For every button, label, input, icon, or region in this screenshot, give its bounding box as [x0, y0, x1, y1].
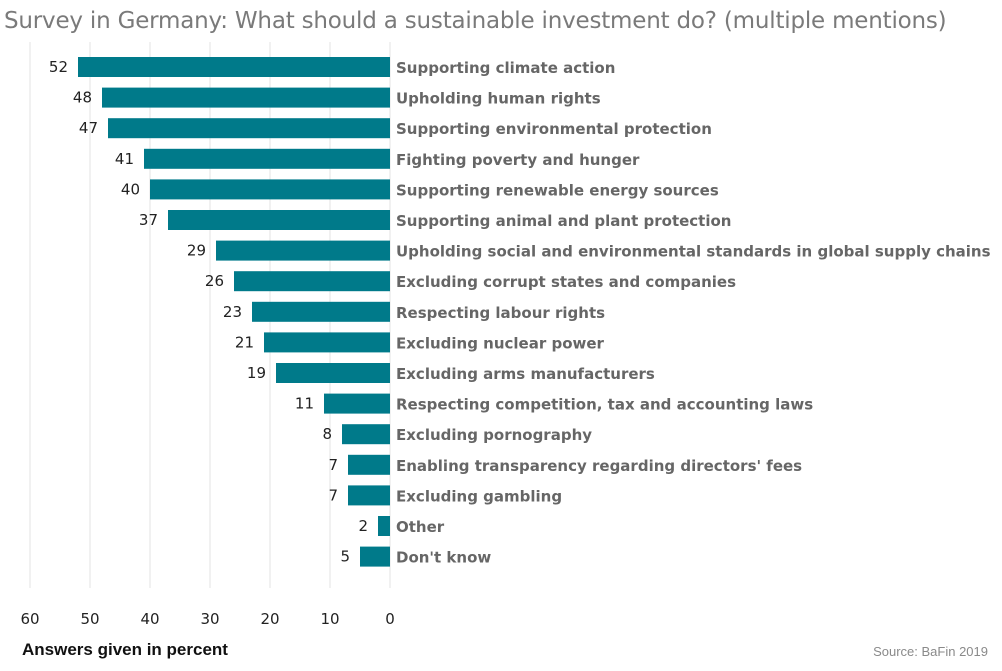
bar [234, 271, 390, 292]
category-label: Supporting environmental protection [396, 120, 712, 138]
x-axis-ticks: 60 50 40 30 20 10 0 [20, 610, 394, 628]
x-tick-label: 60 [20, 610, 39, 628]
value-label: 23 [223, 303, 242, 321]
bar [276, 363, 390, 383]
bar [342, 424, 390, 445]
bar [264, 332, 390, 353]
value-label: 41 [115, 150, 134, 168]
value-label: 29 [187, 242, 206, 260]
value-label: 47 [79, 119, 98, 137]
value-labels: 52 48 47 41 40 37 29 26 23 21 19 11 8 7 7 25 [49, 58, 368, 566]
value-label: 11 [295, 395, 314, 413]
source-note: Source: BaFin 2019 [873, 644, 988, 659]
category-label: Excluding corrupt states and companies [396, 273, 736, 291]
bar [216, 240, 390, 261]
category-label: Don't know [396, 549, 491, 567]
bar [252, 301, 390, 322]
value-label: 40 [121, 180, 140, 198]
x-tick-label: 40 [140, 610, 159, 628]
bar [168, 210, 390, 230]
category-label: Upholding social and environmental stand… [396, 243, 991, 261]
bar [360, 546, 390, 567]
category-label: Excluding arms manufacturers [396, 365, 655, 383]
value-label: 19 [247, 364, 266, 382]
value-label: 26 [205, 272, 224, 290]
bar [108, 118, 390, 139]
category-label: Respecting competition, tax and accounti… [396, 396, 813, 414]
category-label: Enabling transparency regarding director… [396, 457, 802, 475]
category-label: Excluding nuclear power [396, 334, 605, 352]
category-label: Supporting renewable energy sources [396, 181, 719, 199]
category-label: Excluding gambling [396, 487, 562, 505]
bar [150, 179, 390, 200]
bar [348, 454, 390, 475]
x-tick-label: 20 [260, 610, 279, 628]
value-label: 37 [139, 211, 158, 229]
value-label: 2 [358, 517, 368, 535]
x-axis-label: Answers given in percent [22, 640, 228, 659]
value-label: 21 [235, 333, 254, 351]
x-tick-label: 10 [320, 610, 339, 628]
bar [348, 485, 390, 506]
bar [78, 57, 390, 77]
x-tick-label: 0 [385, 610, 395, 628]
value-label: 7 [328, 486, 338, 504]
value-label: 5 [340, 548, 350, 566]
category-label: Excluding pornography [396, 426, 592, 444]
category-label: Upholding human rights [396, 90, 601, 108]
bar [144, 148, 390, 169]
bar [324, 393, 390, 414]
category-label: Supporting climate action [396, 59, 615, 77]
chart-title: Survey in Germany: What should a sustain… [4, 8, 947, 34]
bar [378, 516, 390, 536]
category-label: Respecting labour rights [396, 304, 605, 322]
bar [102, 87, 390, 108]
bars [78, 57, 390, 567]
x-tick-label: 50 [80, 610, 99, 628]
value-label: 7 [328, 456, 338, 474]
category-label: Supporting animal and plant protection [396, 212, 731, 230]
value-label: 48 [73, 89, 92, 107]
value-label: 52 [49, 58, 68, 76]
category-label: Other [396, 518, 445, 536]
x-tick-label: 30 [200, 610, 219, 628]
category-label: Fighting poverty and hunger [396, 151, 640, 169]
category-labels: Supporting climate action Upholding human… [396, 59, 991, 567]
value-label: 8 [322, 425, 332, 443]
